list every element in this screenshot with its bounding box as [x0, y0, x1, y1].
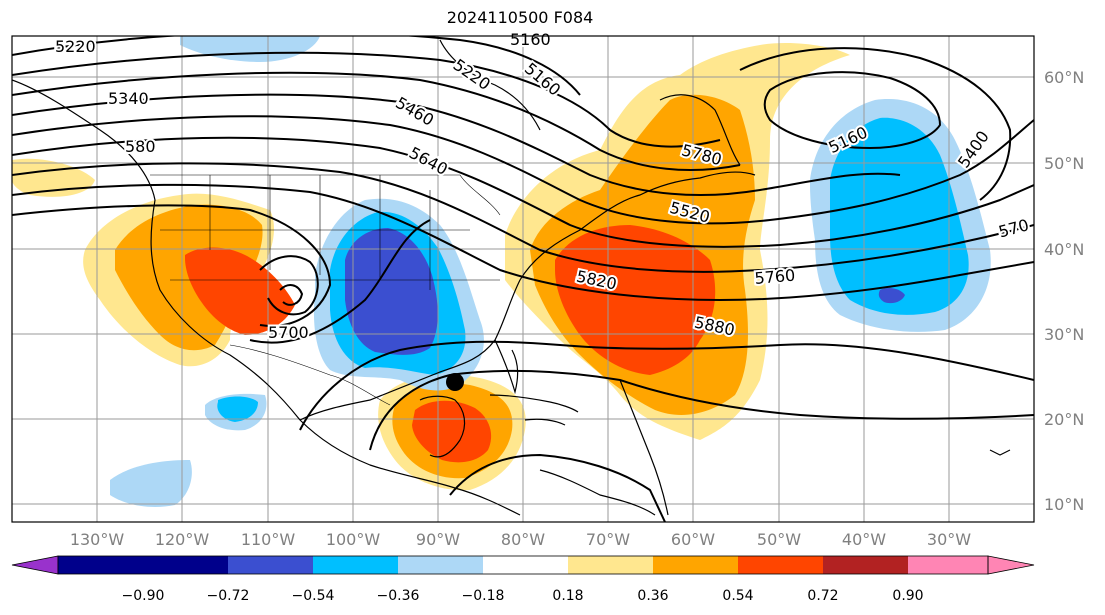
longitude-labels: 130°W 120°W 110°W 100°W 90°W 80°W 70°W 6…: [70, 530, 971, 549]
lon-label: 100°W: [326, 530, 381, 549]
storm-center-marker: [446, 373, 464, 391]
negative-anomaly-region-pacific-sw: [110, 460, 192, 507]
colorbar-tick-label: 0.72: [807, 588, 838, 604]
lon-label: 130°W: [70, 530, 125, 549]
colorbar-tick-label: 0.90: [892, 588, 923, 604]
colorbar-low-extension: [11, 555, 59, 575]
lon-label: 80°W: [501, 530, 545, 549]
colorbar-tick-label: −0.72: [207, 588, 250, 604]
contour-label: 5160: [510, 30, 551, 49]
latitude-labels: 60°N 50°N 40°N 30°N 20°N 10°N: [1044, 68, 1084, 514]
colorbar-tick-label: −0.54: [292, 588, 335, 604]
lon-label: 110°W: [241, 530, 296, 549]
colorbar: [11, 555, 1035, 575]
map-frame: [11, 35, 1035, 523]
height-contours: [12, 36, 1034, 522]
lat-label: 10°N: [1044, 495, 1084, 514]
colorbar-segment: [738, 556, 823, 574]
deep-sky-region-pacific: [217, 396, 258, 422]
colorbar-segment: [58, 556, 143, 574]
contour-label: 580: [125, 137, 156, 156]
colorbar-tick-labels: −0.90 −0.72 −0.54 −0.36 −0.18 0.18 0.36 …: [122, 588, 924, 604]
contour-label: 5340: [108, 89, 149, 108]
colorbar-tick-label: 0.36: [637, 588, 668, 604]
lon-label: 120°W: [155, 530, 210, 549]
contour-label: 5220: [55, 37, 96, 56]
lat-label: 40°N: [1044, 240, 1084, 259]
colorbar-segment: [568, 556, 653, 574]
lon-label: 90°W: [416, 530, 460, 549]
lat-label: 50°N: [1044, 154, 1084, 173]
royal-blue-region-central-us: [345, 228, 438, 355]
graticule: [12, 36, 1034, 522]
deep-sky-region-atlantic: [830, 117, 969, 315]
colorbar-segment: [653, 556, 738, 574]
lat-label: 60°N: [1044, 68, 1084, 87]
lon-label: 30°W: [927, 530, 971, 549]
anomaly-fill-layer: [12, 36, 991, 507]
contour-label: 5700: [268, 323, 309, 342]
lon-label: 60°W: [671, 530, 715, 549]
colorbar-segment: [228, 556, 313, 574]
colorbar-segment: [483, 556, 568, 574]
colorbar-high-extension: [987, 555, 1035, 575]
colorbar-tick-label: 0.54: [722, 588, 753, 604]
lat-label: 20°N: [1044, 410, 1084, 429]
colorbar-tick-label: −0.18: [462, 588, 505, 604]
lon-label: 50°W: [757, 530, 801, 549]
colorbar-segment: [143, 556, 228, 574]
contour-label: 5760: [754, 266, 796, 288]
colorbar-segment: [908, 556, 988, 574]
figure-title: 2024110500 F084: [446, 8, 594, 27]
political-borders: [150, 174, 501, 406]
colorbar-segment: [398, 556, 483, 574]
lon-label: 70°W: [586, 530, 630, 549]
colorbar-tick-label: 0.18: [552, 588, 583, 604]
colorbar-tick-label: −0.90: [122, 588, 165, 604]
royal-blue-region-atlantic: [878, 287, 905, 304]
colorbar-segment: [313, 556, 398, 574]
lat-label: 30°N: [1044, 325, 1084, 344]
colorbar-segment: [823, 556, 908, 574]
colorbar-tick-label: −0.36: [377, 588, 420, 604]
lon-label: 40°W: [842, 530, 886, 549]
red-region-gulf: [412, 400, 492, 463]
